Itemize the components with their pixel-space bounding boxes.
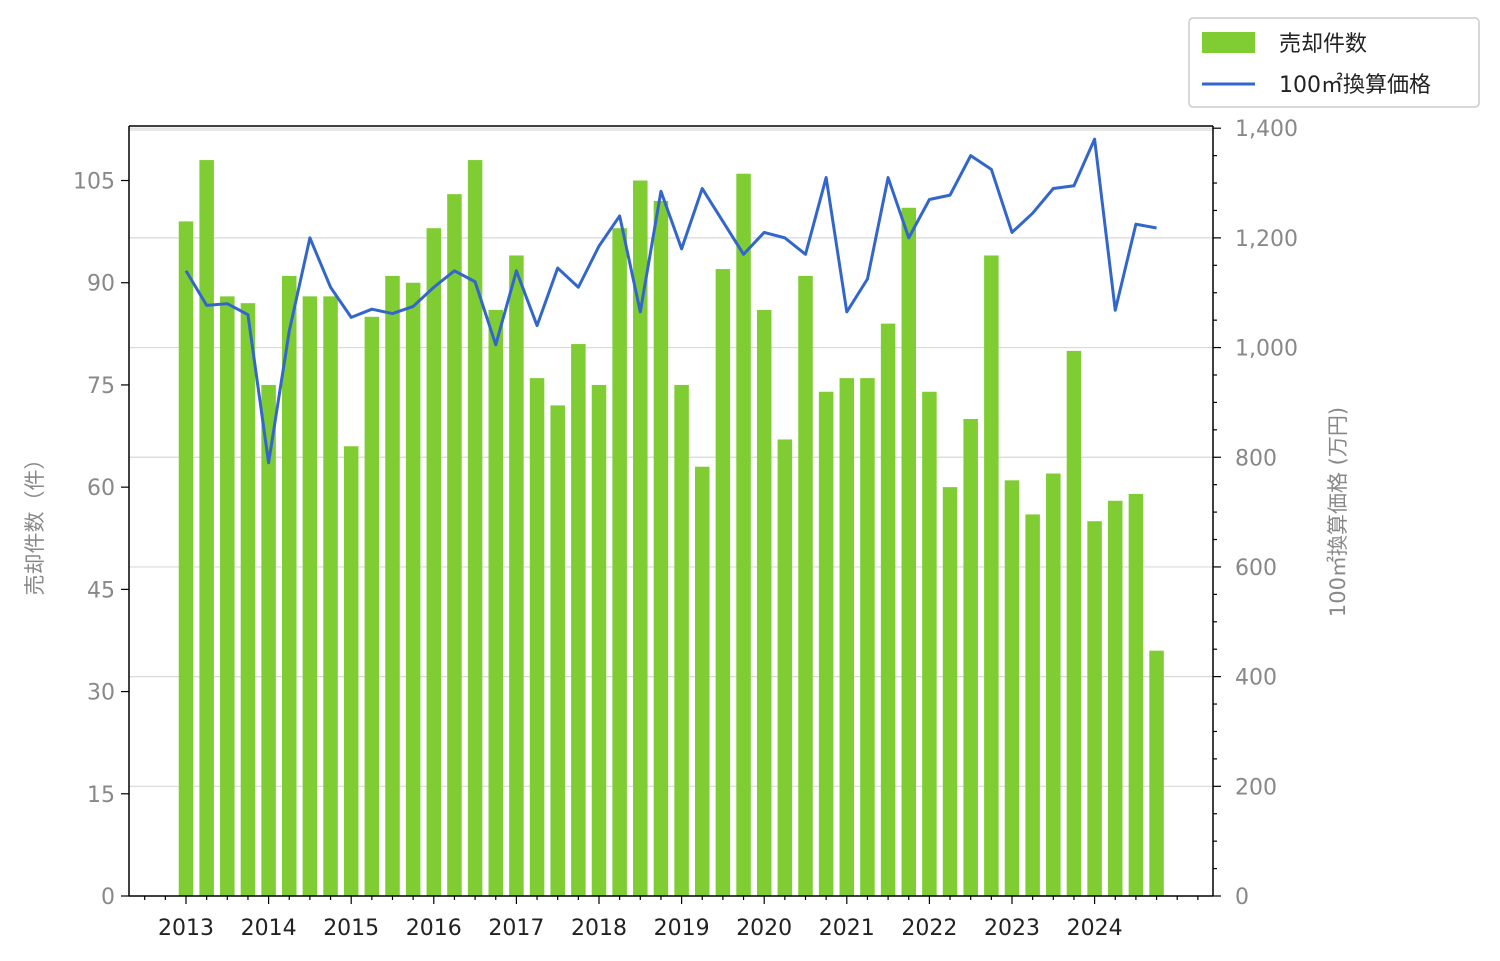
y-right-tick-label: 1,000 bbox=[1235, 337, 1298, 362]
bar bbox=[922, 391, 937, 896]
bar bbox=[302, 296, 318, 896]
bar bbox=[343, 446, 359, 896]
y-left-tick-label: 15 bbox=[87, 783, 115, 808]
bar bbox=[756, 309, 772, 896]
bar bbox=[550, 405, 565, 896]
bar bbox=[364, 316, 380, 896]
bar bbox=[880, 323, 896, 897]
bar bbox=[777, 439, 793, 896]
bar bbox=[261, 384, 276, 896]
bar bbox=[1046, 473, 1061, 896]
x-tick-label: 2016 bbox=[406, 916, 462, 941]
bar bbox=[426, 228, 442, 896]
bar bbox=[715, 269, 731, 896]
y-left-tick-label: 105 bbox=[73, 170, 115, 195]
bar bbox=[674, 384, 689, 896]
y-left-tick-label: 0 bbox=[101, 885, 115, 910]
bar bbox=[984, 255, 999, 897]
bar bbox=[1128, 493, 1144, 896]
x-tick-label: 2013 bbox=[158, 916, 214, 941]
bar bbox=[529, 378, 545, 896]
y-left-axis-title: 売却件数（件） bbox=[23, 449, 47, 596]
bar bbox=[612, 228, 627, 896]
y-left-tick-label: 90 bbox=[87, 272, 115, 297]
bar bbox=[571, 344, 586, 896]
bar bbox=[1025, 514, 1040, 896]
bar bbox=[1108, 500, 1123, 896]
x-tick-label: 2024 bbox=[1067, 916, 1123, 941]
bar bbox=[1087, 521, 1102, 896]
legend-bar-label: 売却件数 bbox=[1279, 32, 1367, 57]
bar bbox=[385, 275, 400, 896]
legend-bar-swatch bbox=[1202, 32, 1255, 53]
price-line bbox=[184, 137, 1157, 465]
y-right-tick-label: 1,400 bbox=[1235, 117, 1298, 142]
y-right-tick-label: 400 bbox=[1235, 666, 1277, 691]
bar bbox=[323, 296, 338, 896]
y-right-ticks: 0 200 400 600 800 1,000 1,200 1,400 bbox=[1213, 117, 1298, 910]
bar bbox=[798, 275, 813, 896]
y-left-tick-label: 45 bbox=[87, 578, 115, 603]
x-tick-label: 2014 bbox=[241, 916, 297, 941]
bar bbox=[467, 160, 483, 896]
bar bbox=[591, 384, 607, 896]
x-tick-label: 2017 bbox=[488, 916, 544, 941]
bar bbox=[653, 200, 669, 896]
bar bbox=[839, 378, 855, 896]
bar bbox=[901, 207, 916, 897]
bar bbox=[178, 221, 194, 897]
bar bbox=[488, 309, 503, 896]
x-axis-ticks: 2013 2014 2015 2016 2017 2018 2019 2020 2021 2022… bbox=[144, 896, 1199, 941]
bar bbox=[963, 419, 978, 896]
y-left-tick-label: 60 bbox=[87, 476, 115, 501]
x-tick-label: 2021 bbox=[819, 916, 875, 941]
bar bbox=[695, 466, 710, 896]
bar bbox=[818, 391, 834, 896]
x-tick-label: 2015 bbox=[323, 916, 379, 941]
bar bbox=[633, 180, 648, 896]
bar bbox=[199, 160, 214, 896]
bar bbox=[1149, 650, 1164, 896]
y-left-ticks: 0 15 30 45 60 75 90 105 bbox=[73, 170, 129, 910]
bar bbox=[447, 194, 462, 896]
bar bbox=[860, 378, 875, 896]
bar bbox=[240, 303, 256, 896]
x-tick-label: 2022 bbox=[901, 916, 957, 941]
bar bbox=[1066, 350, 1082, 896]
bar bbox=[282, 275, 297, 896]
y-left-tick-label: 75 bbox=[87, 374, 115, 399]
bar bbox=[220, 296, 235, 896]
bar bbox=[1004, 480, 1020, 896]
line-series bbox=[184, 137, 1157, 465]
legend-line-label: 100㎡換算価格 bbox=[1279, 72, 1431, 98]
bar bbox=[736, 173, 751, 897]
y-right-tick-label: 600 bbox=[1235, 556, 1277, 581]
y-right-tick-label: 1,200 bbox=[1235, 227, 1298, 252]
bar bbox=[405, 282, 421, 896]
bar bbox=[942, 487, 958, 896]
y-right-tick-label: 0 bbox=[1235, 885, 1249, 910]
y-left-tick-label: 30 bbox=[87, 681, 115, 706]
y-right-axis-title: 100㎡換算価格 (万円) bbox=[1326, 407, 1350, 617]
bar-series bbox=[178, 160, 1164, 897]
bar bbox=[509, 255, 524, 897]
x-tick-label: 2019 bbox=[654, 916, 710, 941]
y-right-tick-label: 800 bbox=[1235, 446, 1277, 471]
x-tick-label: 2018 bbox=[571, 916, 627, 941]
x-tick-label: 2020 bbox=[736, 916, 792, 941]
x-tick-label: 2023 bbox=[984, 916, 1040, 941]
y-right-tick-label: 200 bbox=[1235, 775, 1277, 800]
legend: 売却件数 100㎡換算価格 bbox=[1188, 17, 1480, 108]
legend-frame bbox=[1188, 17, 1480, 108]
